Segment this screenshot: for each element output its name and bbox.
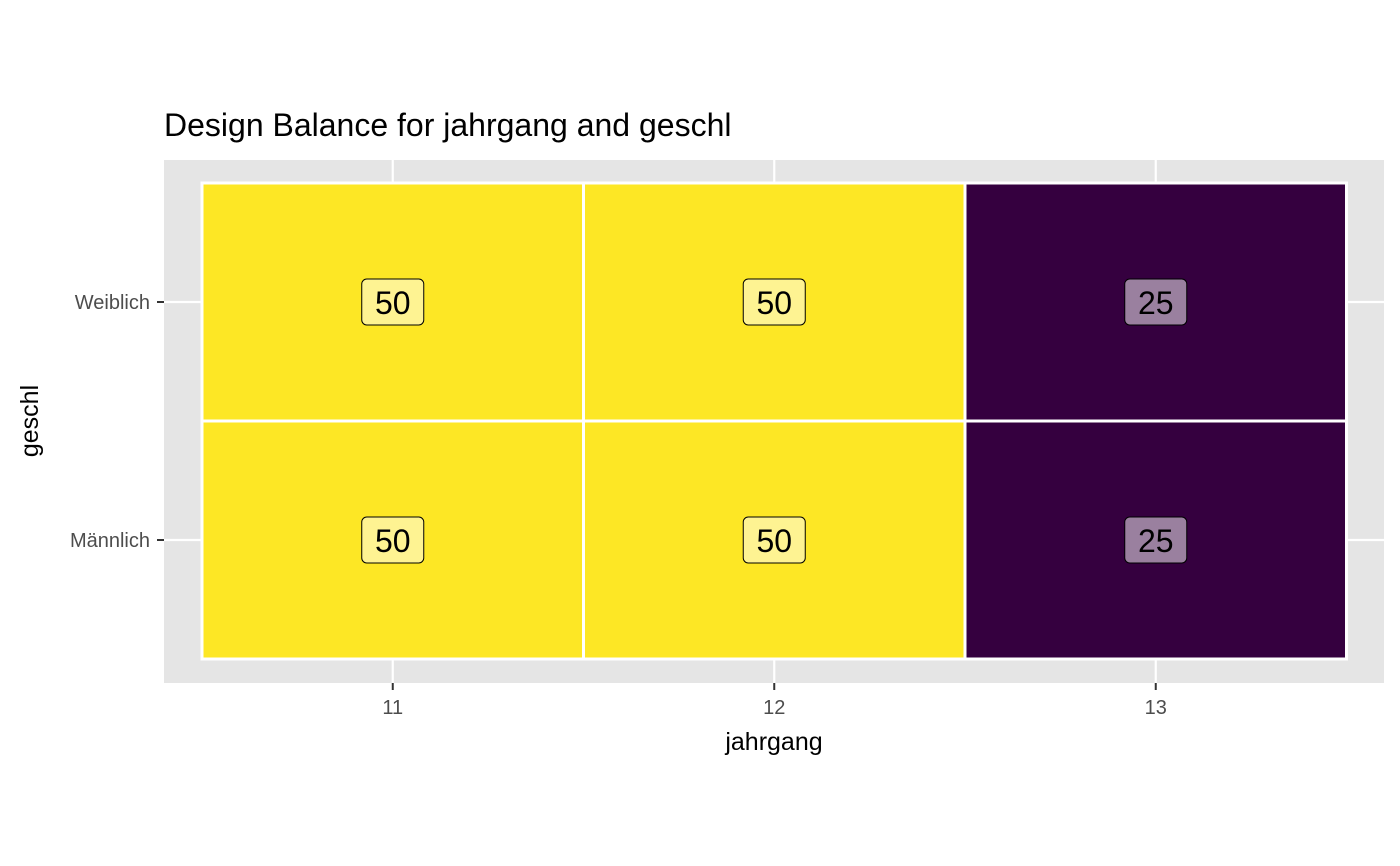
cell-label-box [742, 278, 806, 326]
cell-label-box [1124, 278, 1188, 326]
cell-label-box [361, 516, 425, 564]
x-tick-label: 11 [382, 697, 403, 719]
cell-labels: 50 50 25 50 50 25 [361, 278, 1188, 564]
x-tick-label: 12 [763, 697, 785, 719]
x-tick-label: 13 [1145, 697, 1167, 719]
cell-label-box [1124, 516, 1188, 564]
cell-value-label: 50 [375, 285, 411, 321]
cell-value-label: 25 [1138, 285, 1174, 321]
x-axis-title: jahrgang [724, 728, 822, 756]
cell-value-label: 50 [375, 523, 411, 559]
cell-value-label: 25 [1138, 523, 1174, 559]
axes: 11 12 13 Männlich Weiblich [70, 292, 1167, 719]
cell-value-label: 50 [756, 285, 792, 321]
chart-title: Design Balance for jahrgang and geschl [164, 107, 731, 143]
y-axis-title: geschl [16, 385, 44, 457]
cell-label-box [742, 516, 806, 564]
y-tick-label: Weiblich [75, 292, 150, 314]
cell-label-box [361, 278, 425, 326]
cell-value-label: 50 [756, 523, 792, 559]
y-tick-label: Männlich [70, 530, 150, 552]
heatmap-cells [200, 181, 1348, 661]
